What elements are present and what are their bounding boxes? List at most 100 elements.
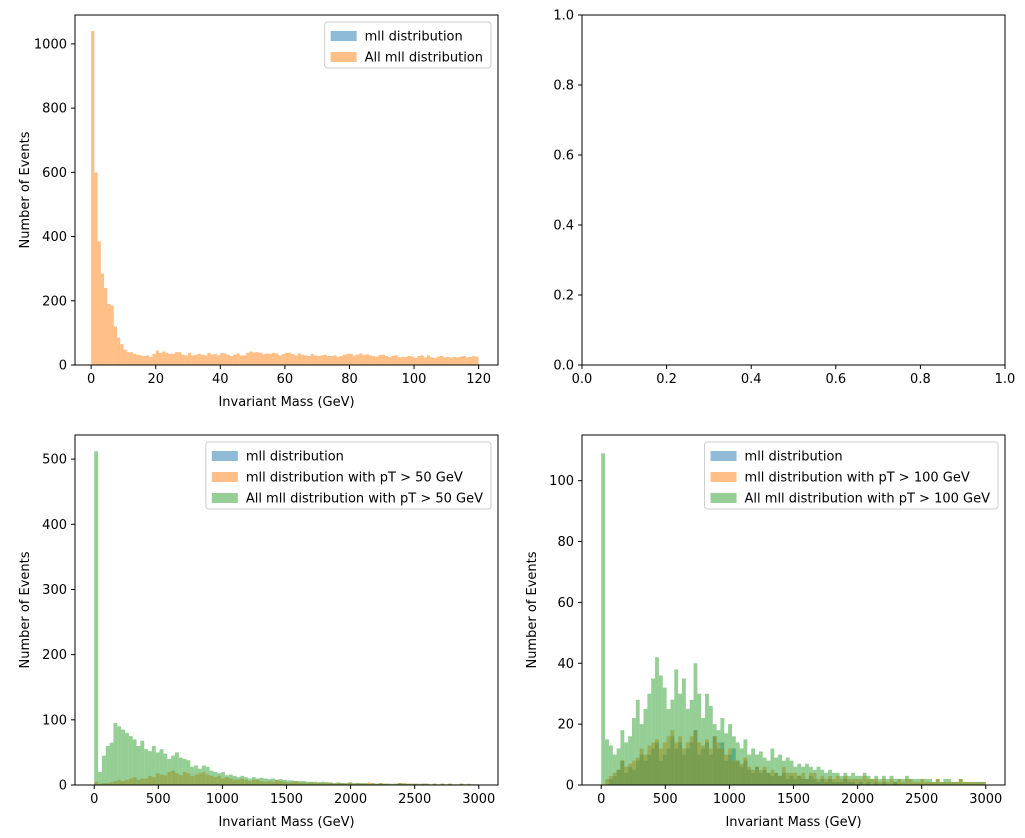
chart-bottom-left: 0 500 1000 1500 2000 2500 3000 0 100 200 300 400 500…	[18, 434, 499, 830]
histogram-bar	[735, 742, 740, 785]
y-tick-label: 0.2	[553, 289, 574, 304]
histogram-bar	[274, 779, 279, 785]
histogram-bar	[313, 781, 318, 785]
histogram-bar	[468, 356, 473, 365]
y-tick-label: 400	[42, 518, 67, 533]
legend-label: mll distribution	[365, 30, 463, 45]
histogram-bar	[194, 354, 198, 365]
histogram-bar	[462, 356, 466, 365]
histogram-bar	[601, 453, 606, 785]
histogram-bar	[367, 783, 372, 785]
histogram-bar	[724, 733, 729, 785]
histogram-bar	[401, 356, 405, 365]
y-tick-label: 60	[557, 596, 574, 611]
histogram-bar	[178, 757, 183, 785]
histogram-bar	[344, 783, 349, 785]
y-tick-label: 100	[549, 474, 574, 489]
histogram-bar	[168, 353, 172, 365]
histogram-bar	[440, 783, 445, 785]
histogram-bar	[365, 354, 369, 365]
histogram-bar	[136, 745, 141, 785]
histogram-bar	[213, 354, 218, 365]
x-tick-label: 100	[402, 372, 427, 387]
histogram-bar	[288, 352, 292, 365]
y-tick-label: 100	[42, 713, 67, 728]
histogram-bar	[874, 775, 879, 785]
histogram-bar	[974, 781, 979, 785]
histogram-bar	[271, 352, 276, 365]
histogram-bar	[397, 357, 402, 365]
histogram-bar	[224, 775, 229, 785]
histogram-bar	[862, 772, 867, 785]
histogram-bar	[905, 775, 909, 785]
histogram-bar	[262, 354, 266, 365]
histogram-bar	[282, 779, 287, 785]
histogram-bar	[105, 745, 110, 785]
axes-frame	[74, 14, 499, 366]
histogram-bar	[207, 352, 211, 365]
histogram-bar	[297, 353, 302, 365]
histogram-bar	[101, 755, 106, 785]
x-tick-label: 0.8	[910, 372, 931, 387]
histogram-bar	[407, 356, 411, 365]
legend-label: mll distribution with pT > 50 GeV	[246, 471, 463, 486]
x-tick-label: 0.0	[572, 372, 593, 387]
histogram-bar	[881, 775, 886, 785]
histogram-bar	[278, 779, 283, 785]
histogram-bar	[662, 687, 667, 785]
histogram-bar	[452, 356, 457, 365]
histogram-bar	[831, 772, 836, 785]
legend-label: mll distribution with pT > 100 GeV	[745, 471, 970, 486]
histogram-bar	[449, 357, 453, 365]
y-tick-label: 0.8	[553, 79, 574, 94]
histogram-bar	[332, 783, 337, 785]
histogram-bar	[743, 739, 748, 785]
x-tick-label: 80	[341, 372, 358, 387]
histogram-bar	[616, 748, 621, 785]
histogram-bar	[158, 352, 163, 365]
histogram-bar	[866, 775, 871, 785]
histogram-bar	[255, 352, 260, 365]
histogram-bar	[255, 778, 260, 785]
histogram-bar	[294, 355, 298, 365]
x-tick-label: 40	[212, 372, 229, 387]
histogram-bar	[291, 354, 295, 365]
histogram-bar	[286, 780, 291, 785]
x-tick-label: 120	[466, 372, 491, 387]
histogram-bar	[685, 708, 690, 785]
histogram-bar	[647, 693, 652, 785]
histogram-bar	[433, 357, 437, 365]
histogram-bar	[439, 356, 444, 365]
y-tick-label: 1000	[34, 37, 67, 52]
histogram-bar	[309, 781, 314, 785]
histogram-bar	[966, 781, 971, 785]
histogram-bar	[133, 353, 137, 365]
y-tick-label: 800	[42, 102, 67, 117]
x-tick-label: 1000	[713, 792, 746, 807]
histogram-bar	[326, 356, 331, 365]
histogram-bar	[401, 783, 406, 785]
histogram-bar	[233, 354, 237, 365]
histogram-bar	[755, 754, 759, 785]
histogram-bar	[778, 754, 782, 785]
histogram-bar	[384, 356, 389, 365]
histogram-bar	[378, 783, 383, 785]
histogram-bar	[920, 778, 925, 785]
histogram-bar	[670, 699, 675, 785]
x-tick-label: 2500	[905, 792, 938, 807]
histogram-bar	[226, 354, 230, 365]
histogram-bar	[363, 783, 368, 785]
histogram-bar	[171, 755, 175, 785]
histogram-bar	[465, 357, 469, 365]
histogram-bar	[801, 766, 806, 785]
histogram-bar	[766, 760, 771, 785]
histogram-bar	[128, 736, 133, 785]
histogram-bar	[751, 748, 756, 785]
histogram-bar	[378, 355, 382, 365]
histogram-bar	[681, 678, 686, 785]
y-tick-label: 300	[42, 583, 67, 598]
histogram-bar	[390, 783, 395, 785]
histogram-bar	[116, 337, 121, 365]
histogram-bar	[323, 354, 327, 365]
